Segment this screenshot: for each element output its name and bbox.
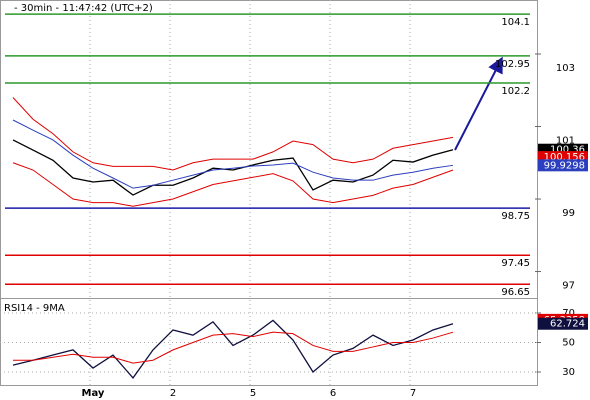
series-line <box>12 319 454 379</box>
chart-title: - 30min - 11:47:42 (UTC+2) <box>14 3 153 14</box>
series-line <box>13 331 454 364</box>
price-tag-label: 62.724 <box>550 319 585 330</box>
x-tick-label: 2 <box>170 388 176 399</box>
x-tick-label: 6 <box>330 388 336 399</box>
rsi-title: RSI14 - 9MA <box>4 303 65 314</box>
level-label: 98.75 <box>501 211 530 222</box>
level-label: 102.95 <box>495 59 530 70</box>
frame <box>0 0 538 386</box>
level-label: 104.1 <box>501 17 530 28</box>
x-tick-label: 7 <box>410 388 416 399</box>
y-tick-label: 97 <box>562 281 575 292</box>
x-tick-label: 5 <box>250 388 256 399</box>
level-label: 97.45 <box>501 258 530 269</box>
y-tick-label: 101 <box>556 136 575 147</box>
y-tick-label: 70 <box>562 308 575 319</box>
price-tag-label: 100.36 <box>550 145 585 156</box>
price-tag <box>538 317 588 330</box>
series-line <box>12 97 454 171</box>
series-line <box>12 119 454 189</box>
series-line <box>12 162 454 207</box>
price-tag <box>538 159 588 172</box>
level-label: 102.2 <box>501 86 530 97</box>
y-tick-label: 30 <box>562 367 575 378</box>
y-tick-label: 103 <box>556 63 575 74</box>
y-tick-label: 99 <box>562 208 575 219</box>
projection-arrow <box>454 56 503 151</box>
y-tick-label: 50 <box>562 338 575 349</box>
price-tag-label: 99.9298 <box>544 160 585 171</box>
x-tick-label: May <box>82 388 105 399</box>
price-tag-label: 100.156 <box>544 152 585 163</box>
series-line <box>12 139 454 196</box>
level-label: 96.65 <box>501 287 530 298</box>
